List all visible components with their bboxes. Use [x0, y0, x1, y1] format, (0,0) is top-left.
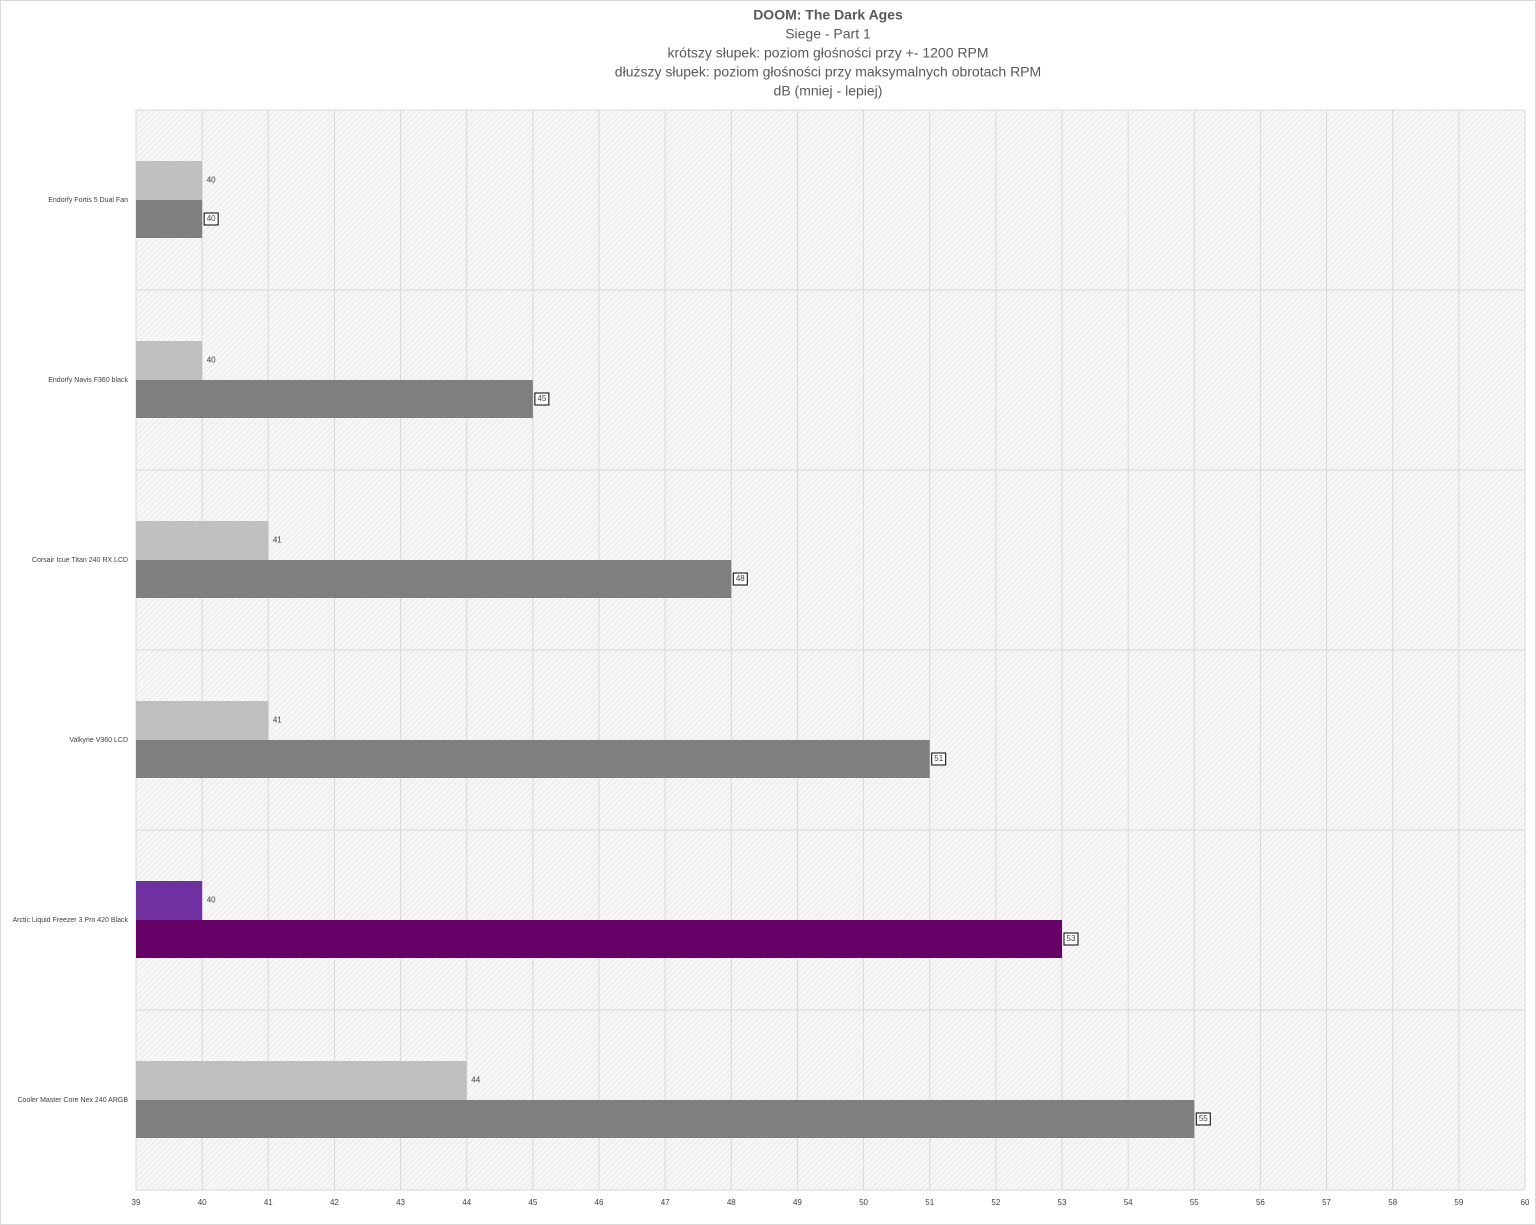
y-tick-label: Valkyrie V360 LCD	[69, 737, 128, 744]
bar	[136, 740, 930, 778]
value-label: 51	[934, 754, 943, 763]
x-tick-label: 59	[1454, 1198, 1463, 1207]
chart-title: DOOM: The Dark Ages	[753, 7, 903, 23]
x-tick-label: 49	[793, 1198, 802, 1207]
y-tick-label: Endorfy Fortis 5 Dual Fan	[48, 197, 128, 204]
x-tick-label: 56	[1256, 1198, 1265, 1207]
bar	[136, 920, 1062, 958]
x-tick-label: 45	[528, 1198, 537, 1207]
x-tick-label: 41	[264, 1198, 273, 1207]
chart-subtitle: Siege - Part 1	[785, 26, 871, 42]
value-label-box	[1195, 1112, 1211, 1126]
x-tick-label: 57	[1322, 1198, 1331, 1207]
x-tick-label: 52	[991, 1198, 1000, 1207]
chart-subtitle: krótszy słupek: poziom głośności przy +-…	[668, 45, 989, 61]
value-label-box	[732, 572, 748, 586]
value-label: 53	[1067, 934, 1076, 943]
value-label: 48	[736, 574, 745, 583]
y-tick-label: Arctic Liquid Freezer 3 Pro 420 Black	[12, 917, 128, 924]
x-tick-label: 39	[132, 1198, 141, 1207]
bar	[136, 161, 203, 200]
x-tick-label: 54	[1124, 1198, 1133, 1207]
x-tick-label: 44	[462, 1198, 471, 1207]
x-tick-label: 60	[1521, 1198, 1530, 1207]
bar	[136, 380, 533, 418]
x-tick-label: 53	[1058, 1198, 1067, 1207]
x-tick-label: 47	[661, 1198, 670, 1207]
bar	[136, 341, 203, 380]
y-tick-label: Corsair Icue Titan 240 RX LCD	[32, 557, 128, 564]
x-tick-label: 43	[396, 1198, 405, 1207]
y-tick-label: Cooler Master Core Nex 240 ARGB	[18, 1097, 129, 1104]
x-tick-label: 40	[198, 1198, 207, 1207]
x-tick-label: 50	[859, 1198, 868, 1207]
bar	[136, 521, 269, 560]
bar	[136, 1100, 1195, 1138]
chart-subtitle: dB (mniej - lepiej)	[774, 83, 883, 99]
x-tick-label: 55	[1190, 1198, 1199, 1207]
x-tick-label: 51	[925, 1198, 934, 1207]
x-tick-label: 58	[1388, 1198, 1397, 1207]
value-label-box	[534, 392, 550, 406]
value-label: 41	[273, 536, 282, 545]
value-label: 40	[207, 176, 216, 185]
y-tick-label: Endorfy Navis F360 black	[48, 377, 128, 384]
bar	[136, 1061, 467, 1100]
value-label: 40	[207, 896, 216, 905]
value-label: 41	[273, 716, 282, 725]
value-label: 55	[1199, 1114, 1208, 1123]
value-label: 40	[207, 214, 216, 223]
bar	[136, 701, 269, 740]
chart-subtitle: dłuższy słupek: poziom głośności przy ma…	[615, 64, 1041, 80]
x-tick-label: 46	[595, 1198, 604, 1207]
x-tick-label: 48	[727, 1198, 736, 1207]
bar	[136, 560, 732, 598]
value-label: 44	[471, 1076, 480, 1085]
value-label-box	[1063, 932, 1079, 946]
bar	[136, 881, 203, 920]
bar	[136, 200, 203, 238]
value-label: 45	[537, 394, 546, 403]
value-label-box	[931, 752, 947, 766]
value-label: 40	[207, 356, 216, 365]
x-tick-label: 42	[330, 1198, 339, 1207]
value-label-box	[203, 212, 219, 226]
